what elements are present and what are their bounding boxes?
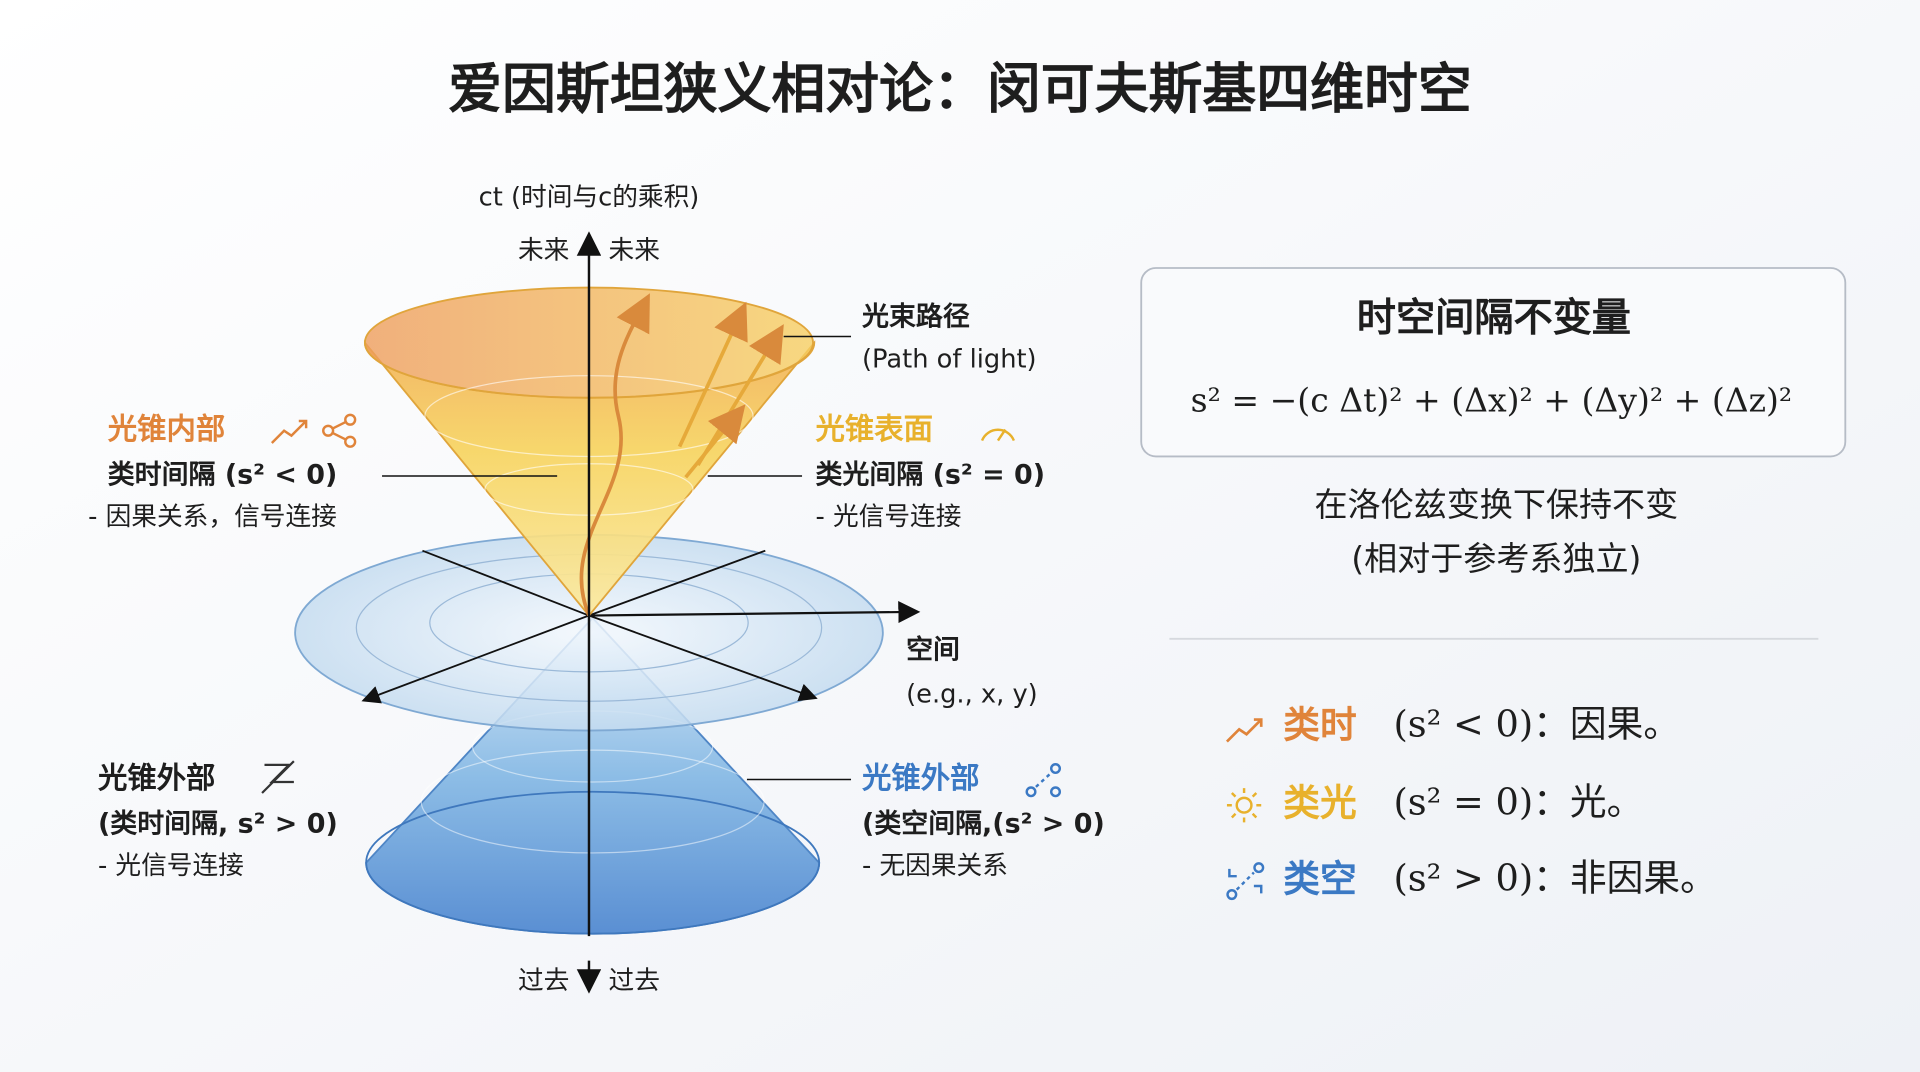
decoration [1050, 786, 1062, 798]
annotation-text: 类时间隔 (s² < 0) [108, 460, 338, 491]
decoration [270, 419, 308, 444]
annotation-text: - 无因果关系 [862, 851, 1008, 881]
decoration [261, 760, 295, 794]
decoration [365, 790, 821, 935]
annotation-title: 光束路径 [861, 301, 970, 333]
annotation-title: 光锥外部 [862, 761, 979, 795]
time-axis-label: ct (时间与c的乘积) [479, 183, 700, 213]
decoration [579, 293, 650, 617]
decoration [420, 749, 765, 854]
formula: s² = −(c Δt)² + (Δx)² + (Δy)² + (Δz)² [1191, 381, 1792, 420]
annotation-text: - 光信号连接 [816, 502, 962, 532]
decoration [1235, 796, 1253, 814]
decoration [1226, 862, 1265, 901]
annotation-text: - 光信号连接 [98, 851, 244, 881]
decoration [322, 413, 357, 448]
invariant-note: 在洛伦兹变换下保持不变 [1315, 485, 1679, 524]
future-label: 未来 [518, 235, 569, 265]
decoration [1226, 788, 1262, 823]
decoration [1225, 718, 1263, 743]
annotation-title: 光锥表面 [816, 412, 933, 446]
decoration [422, 549, 590, 617]
legend-label: 类时 [1283, 703, 1356, 746]
decoration [1228, 868, 1263, 894]
legend-text: (s² < 0)：因果。 [1393, 702, 1680, 745]
decoration [1226, 889, 1238, 901]
space-label: 空间 [906, 634, 960, 666]
decoration [980, 428, 1016, 442]
annotation-text: (类时间隔, s² > 0) [98, 808, 338, 839]
decoration [332, 421, 346, 441]
legend-text: (s² = 0)：光。 [1393, 781, 1643, 824]
decoration [1025, 786, 1037, 798]
decoration [684, 404, 746, 479]
decoration [322, 424, 335, 437]
annotation-text: (类空间隔,(s² > 0) [862, 807, 1105, 839]
invariant-note: (相对于参考系独立) [1351, 539, 1641, 578]
decoration [344, 435, 357, 448]
decoration [588, 614, 818, 702]
annotation-title: 光锥外部 [98, 761, 215, 795]
decoration [588, 601, 921, 624]
annotation-title: 光锥内部 [108, 412, 225, 446]
decoration [1050, 763, 1062, 775]
legend: 类时 (s² < 0)：因果。 类光 (s² = 0)：光。 类空 (s² > … [1225, 702, 1717, 901]
future-label: 未来 [609, 235, 660, 265]
decoration [588, 549, 766, 617]
decoration [1025, 763, 1062, 798]
past-label: 过去 [518, 966, 569, 996]
invariant-box [1140, 267, 1847, 458]
space-sublabel: (e.g., x, y) [906, 680, 1038, 710]
decoration [361, 614, 590, 704]
annotation-text: (Path of light) [862, 344, 1037, 374]
legend-text: (s² > 0)：非因果。 [1393, 857, 1716, 900]
decoration [1035, 772, 1052, 788]
decoration [677, 301, 748, 448]
decoration [1253, 862, 1265, 874]
legend-label: 类空 [1283, 858, 1356, 901]
annotation-text: - 因果关系，信号连接 [88, 502, 337, 532]
box-title: 时空间隔不变量 [1357, 296, 1631, 341]
annotation-text: 类光间隔 (s² = 0) [816, 460, 1046, 491]
legend-label: 类光 [1283, 782, 1356, 825]
decoration [344, 413, 357, 426]
title: 爱因斯坦狭义相对论：闵可夫斯基四维时空 [448, 58, 1472, 121]
past-label: 过去 [609, 966, 660, 996]
decoration [1226, 788, 1262, 823]
